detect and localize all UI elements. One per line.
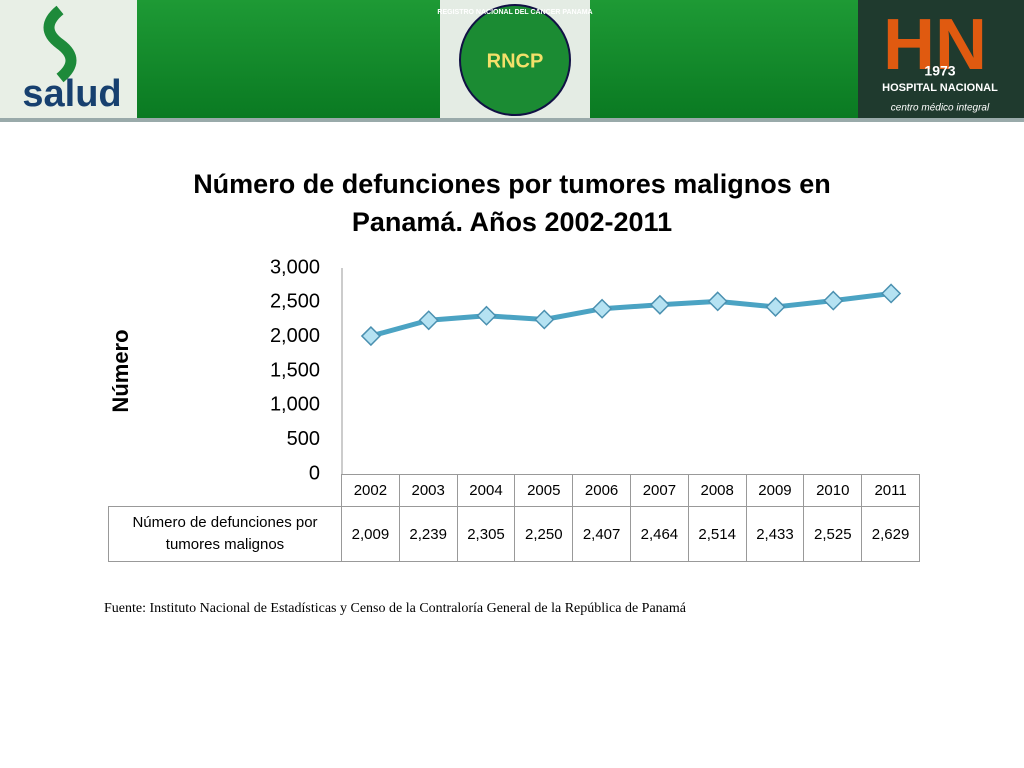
value-label: 2,514 xyxy=(687,506,747,562)
data-point xyxy=(765,296,786,317)
x-tick-label: 2006 xyxy=(572,474,631,507)
value-label: 2,305 xyxy=(456,506,516,562)
series-line xyxy=(370,290,892,339)
value-label: 2,009 xyxy=(341,506,400,562)
x-tick-label: 2004 xyxy=(456,474,516,507)
value-label: 2,250 xyxy=(514,506,574,562)
x-tick-label: 2010 xyxy=(803,474,863,507)
value-label: 2,239 xyxy=(398,506,458,562)
value-label: 2,407 xyxy=(572,506,631,562)
source-note: Fuente: Instituto Nacional de Estadístic… xyxy=(104,601,686,616)
y-tick-label: 1,000 xyxy=(270,394,320,416)
y-tick-label: 3,000 xyxy=(270,256,320,278)
x-tick-label: 2007 xyxy=(629,474,689,507)
data-point xyxy=(360,325,381,347)
hn-year: 1973 xyxy=(924,63,955,79)
data-point xyxy=(476,305,497,326)
header-rule xyxy=(0,118,1024,122)
data-point xyxy=(707,291,728,312)
chart-title: Número de defunciones por tumores malign… xyxy=(193,169,831,237)
hn-tagline: centro médico integral xyxy=(891,103,990,114)
data-point xyxy=(418,310,439,331)
data-point xyxy=(534,309,555,330)
series-name: Número de defunciones por tumores malign… xyxy=(108,506,342,562)
data-table: 2002 2003 2004 2005 2006 2007 2008 2009 2010 2011… xyxy=(108,474,920,562)
value-label: 2,525 xyxy=(803,506,863,562)
x-tick-label: 2009 xyxy=(745,474,805,507)
y-axis-label: Número xyxy=(108,329,133,412)
data-point xyxy=(649,294,670,315)
data-point xyxy=(823,290,844,311)
y-tick-label: 500 xyxy=(287,428,320,450)
y-tick-label: 0 xyxy=(309,462,320,484)
rncp-text: RNCP xyxy=(487,50,544,72)
rncp-circle xyxy=(459,4,571,116)
data-point xyxy=(592,298,613,319)
hn-text: HN xyxy=(883,5,987,85)
hn-hospital: HOSPITAL NACIONAL xyxy=(882,82,998,94)
corner-cell xyxy=(108,474,342,507)
x-tick-label: 2008 xyxy=(687,474,747,507)
rncp-ring: REGISTRO NACIONAL DEL CANCER PANAMA xyxy=(437,9,592,16)
value-label: 2,464 xyxy=(629,506,689,562)
value-label: 2,629 xyxy=(861,506,920,562)
y-tick-label: 1,500 xyxy=(270,359,320,381)
salud-icon xyxy=(43,5,77,83)
data-point xyxy=(881,283,902,304)
x-tick-label: 2002 xyxy=(341,474,400,507)
y-tick-label: 2,500 xyxy=(270,291,320,313)
x-tick-label: 2011 xyxy=(861,474,920,507)
table-data-row: Número de defunciones por tumores malign… xyxy=(108,506,920,562)
value-label: 2,433 xyxy=(745,506,805,562)
y-tick-label: 2,000 xyxy=(270,325,320,347)
x-tick-label: 2005 xyxy=(514,474,574,507)
salud-text: salud xyxy=(22,73,121,115)
table-header-row: 2002 2003 2004 2005 2006 2007 2008 2009 2010 2011 xyxy=(108,474,920,507)
hn-logo xyxy=(858,0,1024,118)
x-tick-label: 2003 xyxy=(398,474,458,507)
